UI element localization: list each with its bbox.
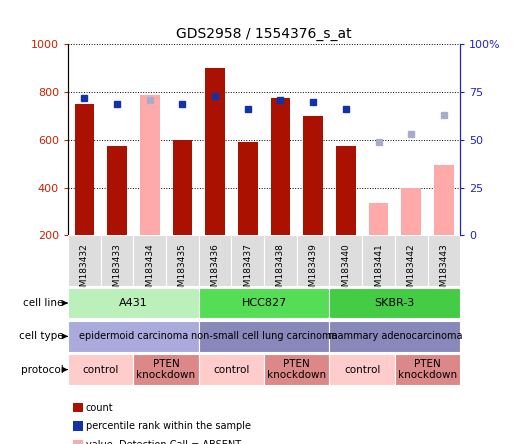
Bar	[303, 116, 323, 235]
Bar	[140, 95, 160, 235]
Text: GSM183434: GSM183434	[145, 243, 154, 298]
Bar	[395, 235, 428, 286]
Text: PTEN
knockdown: PTEN knockdown	[398, 359, 457, 381]
Text: GSM183441: GSM183441	[374, 243, 383, 298]
Bar	[68, 354, 133, 385]
Text: non-small cell lung carcinoma: non-small cell lung carcinoma	[191, 331, 337, 341]
Bar	[166, 235, 199, 286]
Text: control: control	[344, 365, 380, 375]
Bar	[68, 235, 100, 286]
Text: GSM183437: GSM183437	[243, 243, 252, 298]
Text: A431: A431	[119, 298, 147, 308]
Text: SKBR-3: SKBR-3	[375, 298, 415, 308]
Text: epidermoid carcinoma: epidermoid carcinoma	[79, 331, 188, 341]
Text: control: control	[213, 365, 249, 375]
Text: value, Detection Call = ABSENT: value, Detection Call = ABSENT	[86, 440, 241, 444]
Bar	[74, 104, 94, 235]
Text: GSM183439: GSM183439	[309, 243, 317, 298]
Bar	[199, 354, 264, 385]
Text: cell line: cell line	[23, 298, 63, 308]
Text: percentile rank within the sample: percentile rank within the sample	[86, 421, 251, 431]
Text: PTEN
knockdown: PTEN knockdown	[137, 359, 196, 381]
Bar	[199, 288, 329, 318]
Bar	[329, 235, 362, 286]
Text: mammary adenocarcinoma: mammary adenocarcinoma	[327, 331, 462, 341]
Text: GSM183442: GSM183442	[407, 243, 416, 297]
Bar	[199, 235, 231, 286]
Bar	[336, 146, 356, 235]
Text: GSM183436: GSM183436	[211, 243, 220, 298]
Bar	[68, 288, 199, 318]
Bar	[100, 235, 133, 286]
Text: cell type: cell type	[19, 331, 63, 341]
Bar	[395, 354, 460, 385]
Bar	[271, 98, 290, 235]
Bar	[297, 235, 329, 286]
Bar	[173, 140, 192, 235]
Bar	[369, 203, 388, 235]
Text: GSM183435: GSM183435	[178, 243, 187, 298]
Bar	[68, 321, 199, 352]
Text: HCC827: HCC827	[242, 298, 287, 308]
Text: GSM183438: GSM183438	[276, 243, 285, 298]
Text: protocol: protocol	[20, 365, 63, 375]
Title: GDS2958 / 1554376_s_at: GDS2958 / 1554376_s_at	[176, 27, 352, 40]
Text: GSM183432: GSM183432	[80, 243, 89, 298]
Text: GSM183443: GSM183443	[439, 243, 448, 298]
Text: control: control	[83, 365, 119, 375]
Bar	[238, 142, 257, 235]
Bar	[362, 235, 395, 286]
Bar	[264, 235, 297, 286]
Bar	[329, 288, 460, 318]
Text: GSM183433: GSM183433	[112, 243, 121, 298]
Bar	[199, 321, 329, 352]
Bar	[264, 354, 329, 385]
Text: PTEN
knockdown: PTEN knockdown	[267, 359, 326, 381]
Bar	[329, 321, 460, 352]
Bar	[206, 68, 225, 235]
Bar	[329, 354, 395, 385]
Text: count: count	[86, 403, 113, 412]
Bar	[231, 235, 264, 286]
Bar	[402, 188, 421, 235]
Bar	[428, 235, 460, 286]
Text: GSM183440: GSM183440	[342, 243, 350, 298]
Bar	[107, 146, 127, 235]
Bar	[133, 235, 166, 286]
Bar	[434, 165, 453, 235]
Bar	[133, 354, 199, 385]
